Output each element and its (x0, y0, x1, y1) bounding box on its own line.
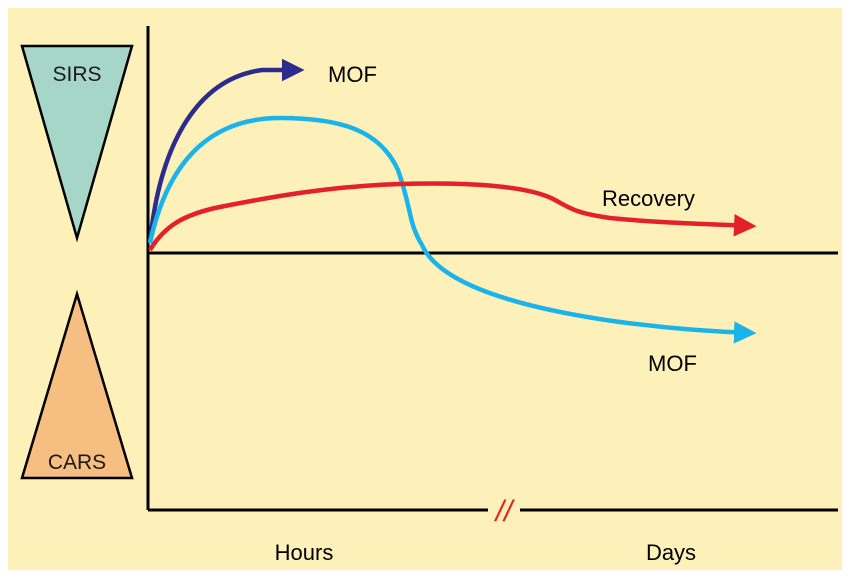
axis-break-mark: // (494, 495, 515, 528)
recovery-curve (148, 181, 757, 252)
diagram-background (8, 8, 842, 570)
recovery-label: Recovery (602, 186, 695, 211)
late-mof-curve (147, 115, 757, 344)
x-label-days: Days (646, 540, 696, 565)
x-label-hours: Hours (275, 540, 334, 565)
mof-top-label: MOF (328, 62, 377, 87)
cars-triangle (20, 289, 134, 480)
cars-label: CARS (48, 451, 106, 474)
mof-bottom-label: MOF (648, 351, 697, 376)
sirs-triangle (20, 44, 134, 243)
sirs-label: SIRS (52, 63, 101, 86)
early-mof-curve (147, 58, 305, 244)
